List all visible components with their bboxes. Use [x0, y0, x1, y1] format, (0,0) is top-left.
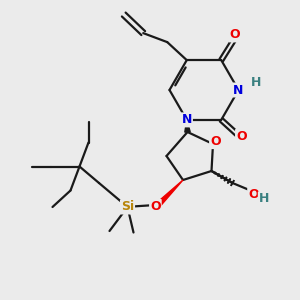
- Text: Si: Si: [121, 200, 134, 214]
- Text: O: O: [210, 135, 221, 148]
- Text: O: O: [248, 188, 259, 202]
- Polygon shape: [157, 180, 183, 206]
- Polygon shape: [185, 120, 190, 132]
- Text: H: H: [259, 192, 269, 206]
- Text: N: N: [182, 113, 192, 126]
- Text: O: O: [230, 28, 240, 41]
- Text: O: O: [150, 200, 161, 213]
- Text: H: H: [250, 76, 261, 89]
- Text: N: N: [233, 83, 244, 97]
- Text: O: O: [236, 130, 247, 143]
